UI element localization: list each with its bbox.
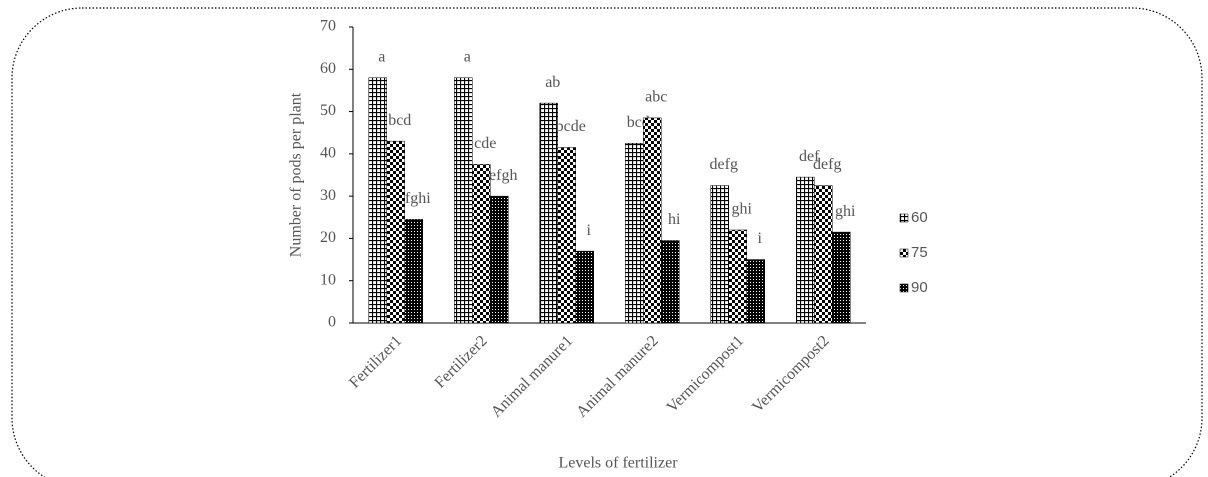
significance-letter: cde [474, 135, 496, 152]
y-tick-label: 70 [320, 18, 336, 35]
bar [386, 140, 405, 324]
significance-letter: a [378, 48, 385, 65]
bar [661, 240, 680, 324]
bar [832, 231, 851, 324]
significance-letter: fghi [405, 190, 431, 207]
y-axis-title: Number of pods per plant [288, 92, 305, 257]
legend-swatch [899, 213, 909, 223]
y-tick-label: 60 [320, 60, 336, 77]
significance-letter: defg [813, 156, 841, 173]
bar [454, 77, 473, 324]
x-tick-label: Fertilizer1 [346, 332, 405, 391]
bar [539, 102, 558, 324]
significance-letter: bcd [388, 112, 411, 129]
bar [368, 77, 387, 324]
bar [404, 219, 423, 324]
significance-letter: hi [668, 211, 681, 228]
significance-letter: i [758, 230, 763, 247]
x-axis-title: Levels of fertilizer [558, 455, 678, 472]
significance-letter: ghi [835, 203, 856, 220]
significance-letter: i [587, 222, 592, 239]
legend-label: 60 [911, 209, 928, 226]
legend-label: 90 [911, 279, 928, 296]
x-tick-label: Animal manure1 [488, 332, 576, 420]
y-tick-label: 20 [320, 229, 336, 246]
x-tick-label: Fertilizer2 [432, 332, 491, 391]
bar [575, 250, 594, 324]
y-tick-label: 40 [320, 145, 336, 162]
x-tick-label: Vermicompost2 [749, 332, 833, 416]
bar [643, 117, 662, 324]
frame [11, 7, 1203, 477]
significance-letter: efgh [489, 167, 517, 184]
bar [490, 195, 509, 324]
y-tick-label: 30 [320, 187, 336, 204]
significance-letter: ab [545, 74, 560, 91]
bar [746, 259, 765, 324]
bar [814, 185, 833, 324]
legend-label: 75 [911, 244, 928, 261]
bar [625, 143, 644, 324]
significance-letter: a [464, 48, 471, 65]
legend-swatch [899, 283, 909, 293]
significance-letter: bcde [556, 118, 586, 135]
x-tick-label: Animal manure2 [573, 332, 661, 420]
bar [728, 229, 747, 324]
significance-letter: def [799, 148, 820, 165]
x-tick-label: Vermicompost1 [664, 332, 748, 416]
significance-letter: ghi [732, 201, 753, 218]
bar [796, 176, 815, 324]
bar [472, 164, 491, 324]
significance-letter: abc [645, 89, 667, 106]
y-tick-label: 0 [328, 314, 336, 331]
bar [557, 147, 576, 324]
y-tick-label: 10 [320, 271, 336, 288]
significance-letter: defg [710, 156, 738, 173]
bar [710, 185, 729, 324]
y-tick-label: 50 [320, 102, 336, 119]
legend-swatch [899, 248, 909, 258]
